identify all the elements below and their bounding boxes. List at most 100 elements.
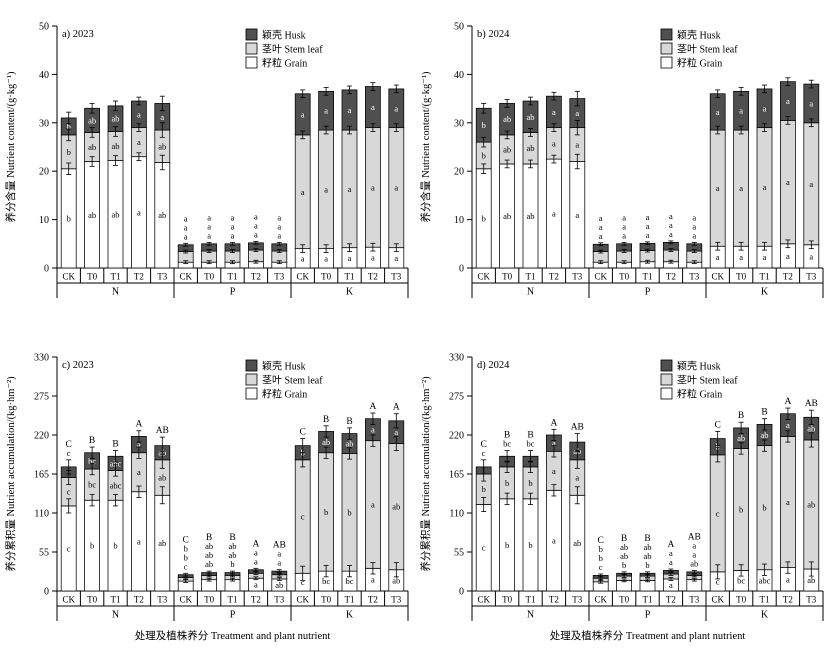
- sig-letter: ab: [526, 143, 534, 153]
- sig-letter: ab: [228, 541, 236, 551]
- sig-letter: bc: [88, 456, 96, 466]
- legend-label-stem: 茎叶 Stem leaf: [677, 44, 738, 56]
- treatment-label: T3: [806, 595, 816, 605]
- sig-letter: a: [348, 253, 352, 263]
- sig-letter: A: [369, 402, 376, 412]
- group-label: P: [230, 610, 236, 621]
- sig-letter: a: [137, 137, 141, 147]
- sig-letter: a: [137, 207, 141, 217]
- y-tick-label: 40: [454, 70, 464, 81]
- legend-label-grain: 籽粒 Grain: [262, 388, 307, 401]
- panel-label: b) 2024: [477, 29, 510, 40]
- sig-letter: AB: [688, 532, 701, 542]
- panel-label: a) 2023: [62, 29, 94, 40]
- chart-panel-d-2024-nutrient-accumulation: 0 55 110 165 220 275 330 养分累积量 Nutrient accumul…: [419, 353, 824, 642]
- sig-letter: abc: [110, 458, 122, 468]
- sig-letter: a: [324, 106, 328, 116]
- sig-letter: B: [644, 534, 650, 544]
- sig-letter: a: [739, 183, 743, 193]
- sig-letter: ab: [205, 559, 213, 569]
- sig-letter: b: [113, 541, 117, 551]
- sig-letter: bc: [526, 439, 534, 449]
- sig-letter: ab: [737, 433, 745, 443]
- sig-letter: a: [231, 230, 235, 240]
- group-label: P: [645, 610, 651, 621]
- legend-label-husk: 颖壳 Husk: [677, 29, 721, 42]
- treatment-label: T3: [806, 272, 816, 282]
- sig-letter: c: [716, 576, 720, 586]
- y-axis-title: 养分含量 Nutrient content/(g·kg⁻¹): [419, 71, 432, 222]
- sig-letter: a: [277, 230, 281, 240]
- sig-letter: b: [482, 213, 486, 223]
- y-tick-label: 165: [449, 470, 464, 481]
- y-tick-label: 10: [454, 215, 464, 226]
- sig-letter: B: [738, 411, 744, 421]
- sig-letter: a: [669, 580, 673, 590]
- legend-label-grain: 籽粒 Grain: [677, 388, 722, 401]
- sig-letter: b: [482, 150, 486, 160]
- sig-letter: abc: [759, 575, 771, 585]
- panel-label: c) 2023: [62, 360, 94, 371]
- legend-swatch-stem-icon: [245, 373, 258, 386]
- sig-letter: a: [692, 549, 696, 559]
- sig-letter: B: [346, 417, 352, 427]
- sig-letter: ab: [111, 141, 119, 151]
- y-tick-label: 110: [449, 509, 464, 520]
- group-label: N: [527, 610, 534, 621]
- sig-letter: c: [184, 561, 188, 571]
- treatment-label: CK: [594, 272, 607, 282]
- sig-letter: a: [646, 212, 650, 222]
- sig-letter: b: [67, 213, 71, 223]
- sig-letter: a: [622, 230, 626, 240]
- y-tick-label: 275: [449, 392, 464, 403]
- sig-letter: ab: [345, 439, 353, 449]
- sig-letter: b: [599, 553, 603, 563]
- treatment-label: CK: [477, 595, 490, 605]
- sig-letter: B: [527, 431, 533, 441]
- sig-letter: a: [646, 230, 650, 240]
- sig-letter: a: [324, 184, 328, 194]
- sig-letter: a: [371, 102, 375, 112]
- sig-letter: a: [394, 103, 398, 113]
- sig-letter: a: [575, 140, 579, 150]
- sig-letter: ab: [643, 542, 651, 552]
- y-tick-label: 50: [39, 22, 49, 33]
- treatment-label: T3: [391, 595, 401, 605]
- legend-label-grain: 籽粒 Grain: [677, 57, 722, 70]
- sig-letter: ab: [503, 211, 511, 221]
- treatment-label: T0: [502, 595, 512, 605]
- treatment-label: CK: [296, 595, 309, 605]
- sig-letter: a: [184, 222, 188, 232]
- sig-letter: AB: [156, 426, 169, 436]
- treatment-label: CK: [62, 595, 75, 605]
- sig-letter: a: [137, 109, 141, 119]
- treatment-label: T1: [111, 272, 121, 282]
- sig-letter: b: [645, 560, 649, 570]
- sig-letter: a: [184, 213, 188, 223]
- sig-letter: ab: [158, 141, 166, 151]
- sig-letter: ab: [88, 115, 96, 125]
- treatment-label: T2: [134, 272, 144, 282]
- sig-letter: a: [394, 427, 398, 437]
- legend-swatch-stem-icon: [660, 42, 673, 55]
- y-tick-label: 165: [34, 470, 49, 481]
- y-tick-label: 0: [44, 587, 49, 598]
- treatment-label: T1: [526, 272, 536, 282]
- sig-letter: ab: [111, 114, 119, 124]
- legend-label-grain: 籽粒 Grain: [262, 57, 307, 70]
- group-label: N: [112, 610, 119, 621]
- treatment-label: T0: [87, 272, 97, 282]
- sig-letter: ab: [392, 502, 400, 512]
- y-tick-label: 220: [449, 431, 464, 442]
- treatment-label: T1: [643, 595, 653, 605]
- legend-swatch-husk-icon: [245, 28, 258, 41]
- sig-letter: b: [324, 507, 328, 517]
- treatment-label: CK: [477, 272, 490, 282]
- y-tick-label: 330: [449, 353, 464, 364]
- legend-label-husk: 颖壳 Husk: [677, 360, 721, 373]
- sig-letter: c: [67, 448, 71, 458]
- sig-letter: bc: [322, 576, 330, 586]
- sig-letter: a: [394, 253, 398, 263]
- sig-letter: b: [505, 478, 509, 488]
- sig-letter: a: [277, 549, 281, 559]
